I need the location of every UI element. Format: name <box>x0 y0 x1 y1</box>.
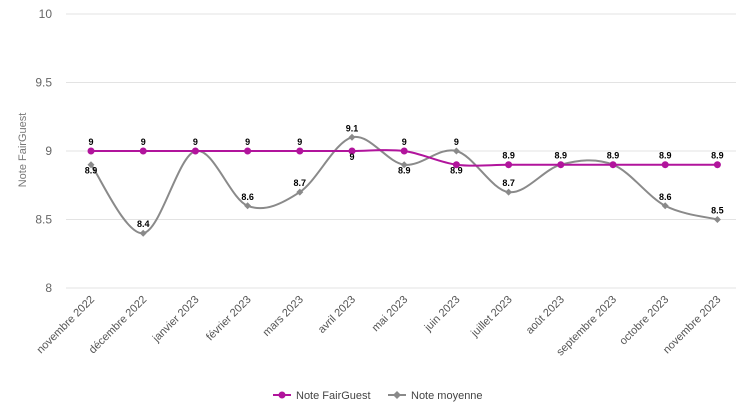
data-point-fairguest <box>557 161 565 169</box>
data-label-fairguest: 9 <box>245 137 250 147</box>
data-label-fairguest: 8.9 <box>450 166 463 176</box>
data-label-moyenne: 8.9 <box>85 166 98 176</box>
data-point-moyenne <box>661 202 669 210</box>
data-point-moyenne <box>400 161 408 169</box>
data-point-moyenne <box>348 133 356 141</box>
data-label-fairguest: 8.9 <box>502 151 515 161</box>
data-label-fairguest: 8.9 <box>711 151 724 161</box>
legend-label-moyenne: Note moyenne <box>411 390 483 402</box>
x-tick-label: juillet 2023 <box>468 294 514 340</box>
x-tick-label: avril 2023 <box>316 294 358 336</box>
x-tick-label: février 2023 <box>204 294 254 344</box>
x-tick-label: juin 2023 <box>422 294 463 335</box>
legend-marker-fairguest <box>278 391 286 399</box>
data-point-moyenne <box>244 202 252 210</box>
data-label-moyenne: 8.4 <box>137 219 150 229</box>
data-point-fairguest <box>87 147 95 155</box>
data-label-fairguest: 9 <box>402 137 407 147</box>
data-point-moyenne <box>296 188 304 196</box>
data-labels: 9 8.9 9 8.4 9 9 8.6 9 8.7 9.1 9 9 8.9 9 8.9 8.9 8.7 8.9 8.… <box>85 123 724 229</box>
data-point-fairguest <box>505 161 513 169</box>
x-tick-label: octobre 2023 <box>617 294 671 348</box>
data-label-moyenne: 8.6 <box>241 192 254 202</box>
data-point-fairguest <box>661 161 669 169</box>
data-label-moyenne: 8.6 <box>659 192 672 202</box>
data-point-moyenne <box>505 188 513 196</box>
data-label-moyenne: 8.7 <box>294 178 307 188</box>
y-tick-label: 9 <box>45 144 52 158</box>
data-label-fairguest: 8.9 <box>659 151 672 161</box>
data-point-fairguest <box>139 147 147 155</box>
data-label-moyenne: 8.9 <box>398 166 411 176</box>
x-tick-label: mars 2023 <box>261 294 306 339</box>
y-tick-label: 8 <box>45 281 52 295</box>
data-point-fairguest <box>452 161 460 169</box>
data-point-moyenne <box>713 216 721 223</box>
x-tick-label: janvier 2023 <box>150 294 202 346</box>
data-point-moyenne <box>87 161 95 169</box>
x-tick-label: mai 2023 <box>370 294 410 334</box>
legend-marker-moyenne <box>393 391 401 399</box>
data-point-moyenne <box>452 147 460 155</box>
data-label-fairguest: 9 <box>88 137 93 147</box>
data-point-fairguest <box>348 147 356 155</box>
data-point-fairguest <box>244 147 252 155</box>
x-tick-label: août 2023 <box>524 294 567 337</box>
data-point-moyenne <box>139 229 147 237</box>
data-label-fairguest: 9 <box>193 137 198 147</box>
data-label-fairguest: 9 <box>349 152 354 162</box>
data-label-fairguest: 9 <box>297 137 302 147</box>
data-label-moyenne: 8.7 <box>502 178 515 188</box>
legend-item-fairguest: Note FairGuest <box>273 390 371 402</box>
data-label-fairguest: 9 <box>141 137 146 147</box>
legend-item-moyenne: Note moyenne <box>388 390 483 402</box>
y-tick-label: 8.5 <box>35 213 52 227</box>
data-point-fairguest <box>191 147 199 155</box>
data-point-fairguest <box>713 161 721 169</box>
y-tick-label: 9.5 <box>35 76 52 90</box>
y-tick-label: 10 <box>39 7 53 21</box>
y-axis-title: Note FairGuest <box>17 113 29 188</box>
data-point-fairguest <box>296 147 304 155</box>
data-label-fairguest: 8.9 <box>555 151 568 161</box>
data-point-fairguest <box>609 161 617 169</box>
legend-label-fairguest: Note FairGuest <box>296 390 371 402</box>
y-axis-ticks: 8 8.5 9 9.5 10 <box>35 7 52 295</box>
legend: Note FairGuest Note moyenne <box>273 390 483 402</box>
series-lines <box>87 133 721 237</box>
data-point-fairguest <box>400 147 408 155</box>
data-label-moyenne: 9.1 <box>346 123 359 133</box>
data-label-moyenne: 8.5 <box>711 206 724 216</box>
data-label-fairguest: 8.9 <box>607 151 620 161</box>
data-label-moyenne: 9 <box>454 137 459 147</box>
